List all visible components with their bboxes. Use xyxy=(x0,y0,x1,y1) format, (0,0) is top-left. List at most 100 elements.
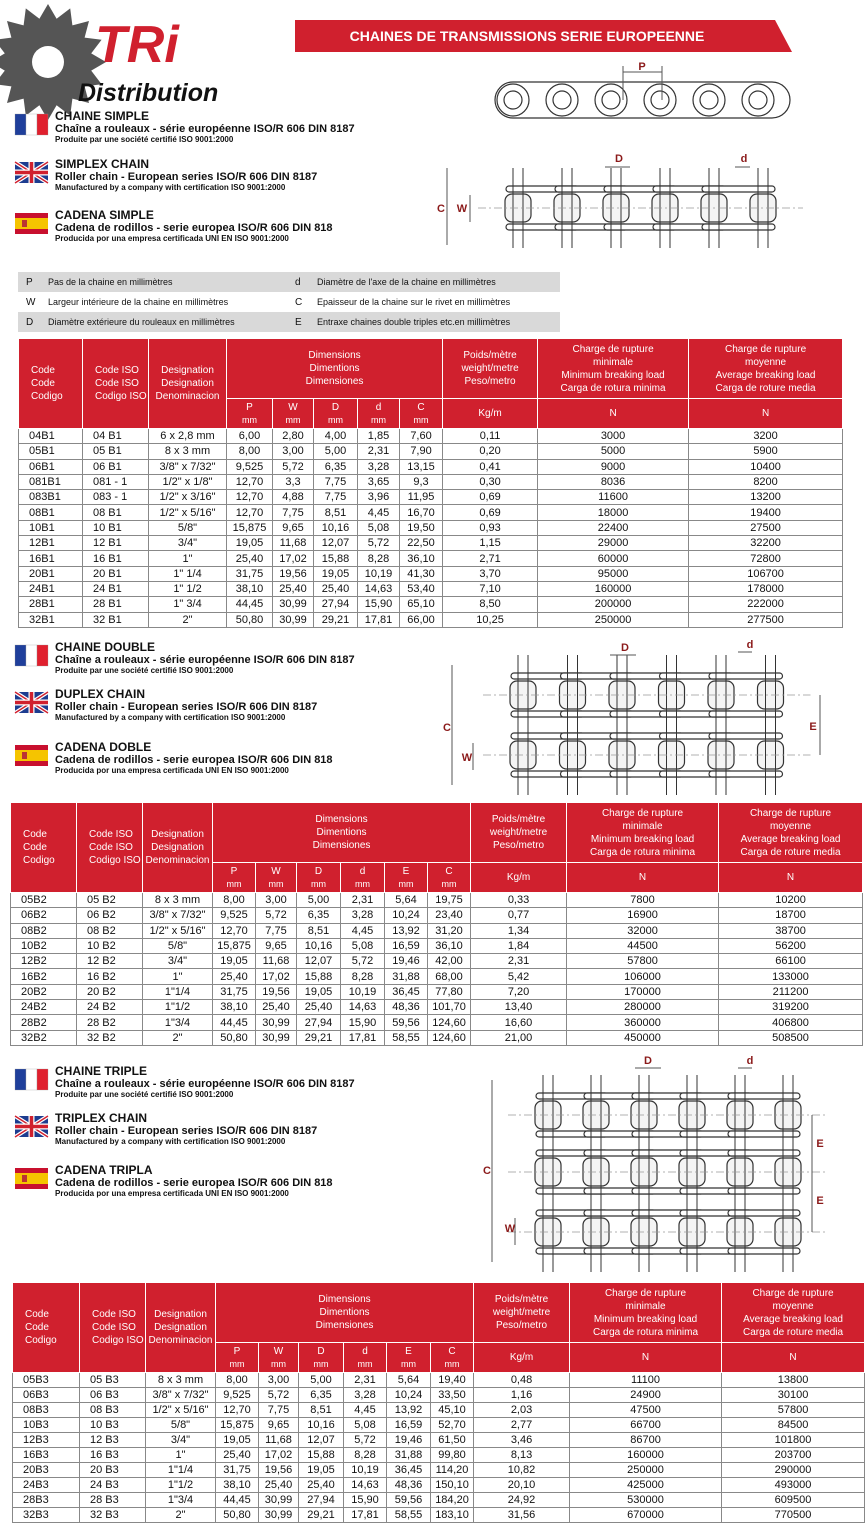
header-cell: Charge de rupture moyenne Average breaking… xyxy=(718,802,864,863)
header-line: Carga de rotura minima xyxy=(593,1326,699,1338)
table-cell: 32 B1 xyxy=(82,611,149,628)
chain-plate xyxy=(727,1209,801,1217)
header-line: Dimensiones xyxy=(305,376,364,387)
table-cell: 30,99 xyxy=(272,596,314,613)
table-cell: 1"1/2 xyxy=(145,1477,216,1493)
table-cell: 1/2" x 1/8" xyxy=(148,473,227,491)
table-cell: 30,99 xyxy=(272,611,314,628)
chain-description: CHAINE SIMPLE Chaîne a rouleaux - série e… xyxy=(14,110,355,145)
table-cell: 7,75 xyxy=(258,1402,299,1418)
table-cell: 50,80 xyxy=(215,1507,259,1523)
table-cell: 25,40 xyxy=(313,580,358,598)
table-cell: 10,16 xyxy=(298,1417,344,1433)
table-cell: 425000 xyxy=(569,1477,723,1493)
table-cell: 19,05 xyxy=(215,1432,259,1448)
table-cell: 22400 xyxy=(537,519,690,537)
table-cell: 250000 xyxy=(569,1462,723,1478)
header-line: Average breaking load xyxy=(740,833,841,845)
table-cell: 10B2 xyxy=(10,937,77,955)
dim-name: P xyxy=(246,401,253,413)
table-cell: 4,45 xyxy=(343,1402,387,1418)
table-cell: 8 x 3 mm xyxy=(148,443,227,460)
table-row: 10B1 10 B1 5/8" 15,875 9,65 10,16 5,08 19,50 0,9… xyxy=(18,519,844,537)
header-cell: Designation Designation Denominacion xyxy=(145,1282,216,1373)
table-cell: 5,72 xyxy=(340,953,385,970)
chain-subtitle: Cadena de rodillos - serie europea ISO/R… xyxy=(55,1177,333,1189)
header-cell: Kg/m xyxy=(442,398,539,429)
table-cell: 3/8" x 7/32" xyxy=(142,907,213,924)
table-cell: 6,35 xyxy=(313,458,358,475)
header-line: Codigo ISO xyxy=(92,1335,144,1346)
header-line: Code xyxy=(23,842,47,853)
header-line: Average breaking load xyxy=(715,369,816,381)
header-line: Denominacion xyxy=(145,855,210,866)
table-cell: 50,80 xyxy=(212,1029,256,1046)
table-cell: 13,15 xyxy=(398,458,444,475)
table-cell: 3200 xyxy=(688,427,844,445)
table-cell: 101,70 xyxy=(426,999,472,1016)
table-cell: 16 B2 xyxy=(76,968,143,985)
table-cell: 13800 xyxy=(721,1372,866,1388)
header-cell: Code Code Codigo xyxy=(12,1282,80,1373)
unit: N xyxy=(609,408,617,419)
table-cell: 2" xyxy=(145,1507,216,1523)
header-line: weight/metre xyxy=(489,827,548,838)
table-cell: 16,59 xyxy=(386,1417,431,1433)
table-cell: 9,65 xyxy=(255,937,297,955)
table-cell: 28B2 xyxy=(10,1014,77,1031)
chain-title: CADENA TRIPLA xyxy=(55,1163,153,1177)
table-cell: 08 B2 xyxy=(76,922,143,939)
table-cell: 16 B3 xyxy=(79,1447,146,1463)
dim-unit: mm xyxy=(355,878,370,889)
table-cell: 8,51 xyxy=(296,922,341,939)
diagram-label: C xyxy=(483,1165,491,1177)
legend-row: P Pas de la chaine en millimètres d Diamètr… xyxy=(18,272,560,292)
chain-link xyxy=(692,83,726,117)
dim-name: C xyxy=(417,401,425,413)
table-cell: 31,88 xyxy=(384,968,428,985)
header-line: Peso/metro xyxy=(492,840,545,851)
table-cell: 24B1 xyxy=(18,580,83,598)
chain-plate xyxy=(708,732,784,740)
chain-plate xyxy=(701,185,776,193)
diagram-label: P xyxy=(638,61,645,73)
table-cell: 29,21 xyxy=(298,1507,344,1523)
table-cell: 24B3 xyxy=(12,1477,80,1493)
table-cell: 6 x 2,8 mm xyxy=(148,427,227,445)
table-cell: 19,05 xyxy=(298,1462,344,1478)
table-cell: 44500 xyxy=(566,937,720,955)
table-cell: 9,525 xyxy=(212,907,256,924)
table-cell: 3,28 xyxy=(357,458,400,475)
table-row: 12B2 12 B2 3/4" 19,05 11,68 12,07 5,72 19,46 42,… xyxy=(10,953,864,970)
legend-key: P xyxy=(26,277,33,288)
table-cell: 05 B1 xyxy=(82,443,149,460)
table-cell: 081 - 1 xyxy=(82,473,149,491)
table-cell: 36,45 xyxy=(384,983,428,1001)
table-cell: 0,20 xyxy=(442,443,539,460)
header-line: Designation xyxy=(154,1309,207,1320)
flag-es xyxy=(15,1173,48,1184)
logo-mark: TRi xyxy=(95,16,180,74)
table-cell: 0,30 xyxy=(442,473,539,491)
table-cell: 24900 xyxy=(569,1387,723,1403)
table-cell: 3,00 xyxy=(258,1372,299,1388)
header-line: Charge de rupture xyxy=(604,1287,687,1299)
table-cell: 38,10 xyxy=(215,1477,259,1493)
header-cell: Designation Designation Denominacion xyxy=(142,802,213,893)
table-cell: 30,99 xyxy=(258,1492,299,1508)
table-cell: 58,55 xyxy=(386,1507,431,1523)
table-cell: 31,56 xyxy=(473,1507,571,1523)
table-row: 32B1 32 B1 2" 50,80 30,99 29,21 17,81 66,00 10,2… xyxy=(18,611,844,628)
table-row: 16B1 16 B1 1" 25,40 17,02 15,88 8,28 36,10 2,71 6… xyxy=(18,550,844,567)
chain-subtitle: Roller chain - European series ISO/R 606… xyxy=(55,171,318,183)
table-cell: 0,77 xyxy=(470,907,568,924)
header-line: moyenne xyxy=(769,820,812,832)
header-cell: Charge de rupture minimale Minimum breakin… xyxy=(569,1282,723,1343)
chain-link xyxy=(496,83,530,117)
header-cell: d mm xyxy=(343,1342,387,1373)
table-cell: 20 B2 xyxy=(76,983,143,1001)
table-cell: 2,31 xyxy=(343,1372,387,1388)
chain-plate xyxy=(708,710,784,718)
